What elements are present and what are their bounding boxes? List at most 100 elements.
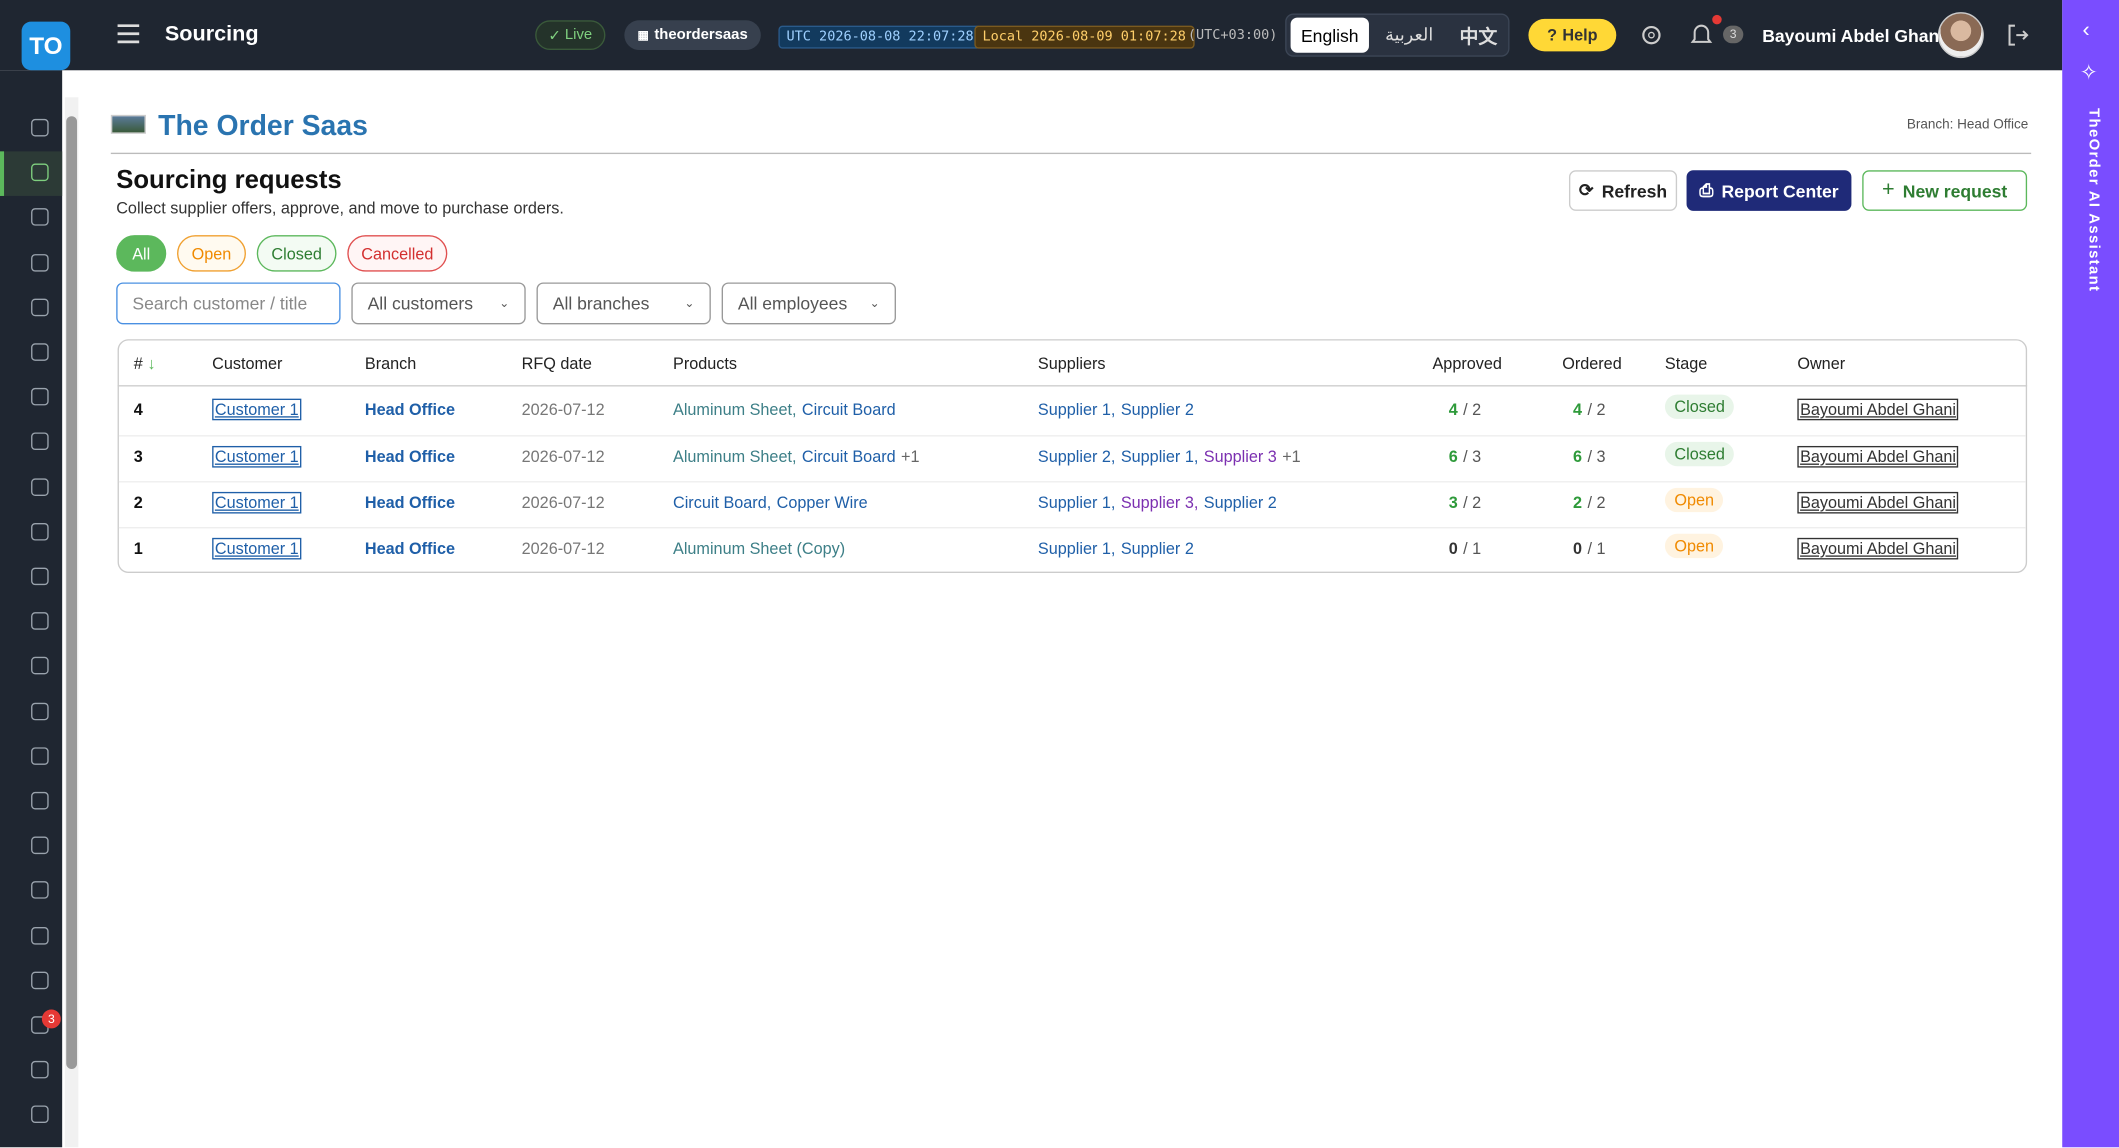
- sort-icon[interactable]: ↓: [142, 354, 156, 373]
- avatar[interactable]: [1937, 12, 1984, 59]
- nav-icon[interactable]: [31, 747, 49, 765]
- nav-icon[interactable]: [31, 522, 49, 541]
- nav-icon[interactable]: [31, 612, 49, 631]
- supplier[interactable]: Supplier 3: [1203, 447, 1277, 467]
- filter-chip[interactable]: All: [116, 235, 167, 272]
- nav-icon[interactable]: [31, 657, 49, 675]
- customer-link[interactable]: Customer 1: [212, 491, 302, 514]
- supplier[interactable]: Supplier 2: [1120, 539, 1194, 559]
- cell: Customer 1: [212, 491, 302, 514]
- logo[interactable]: TO: [21, 21, 71, 71]
- product[interactable]: Aluminum Sheet,: [672, 447, 797, 467]
- nav-icon[interactable]: [31, 432, 49, 451]
- supplier[interactable]: Supplier 1,: [1037, 539, 1116, 559]
- cell: 3: [134, 447, 143, 466]
- supplier[interactable]: Supplier 1,: [1037, 400, 1116, 419]
- customer-select[interactable]: All customers ⌄: [351, 282, 526, 325]
- bell-icon[interactable]: [1689, 22, 1713, 46]
- supplier[interactable]: Supplier 2: [1203, 493, 1277, 513]
- settings-icon[interactable]: [1639, 23, 1663, 47]
- language-option[interactable]: 中文: [1459, 25, 1498, 48]
- owner-link[interactable]: Bayoumi Abdel Ghani: [1797, 445, 1959, 468]
- branch-select[interactable]: All branches ⌄: [536, 282, 711, 325]
- cell: Closed: [1664, 394, 1735, 419]
- owner-link[interactable]: Bayoumi Abdel Ghani: [1797, 537, 1959, 560]
- menu-icon[interactable]: [116, 23, 140, 45]
- nav-icon[interactable]: [31, 881, 49, 900]
- cell: 2026-07-12: [522, 400, 605, 419]
- user-name[interactable]: Bayoumi Abdel Ghani: [1762, 25, 1945, 46]
- cell: Aluminum Sheet, Circuit Board: [673, 400, 896, 419]
- select-text: All customers: [367, 293, 474, 314]
- ordered-total: / 3: [1587, 447, 1606, 467]
- product[interactable]: Aluminum Sheet (Copy): [672, 539, 846, 559]
- help-button[interactable]: ? Help: [1528, 18, 1617, 52]
- nav-icon[interactable]: [31, 926, 49, 945]
- logout-icon[interactable]: [2005, 23, 2029, 47]
- supplier[interactable]: Supplier 2,: [1037, 447, 1116, 467]
- employee-select[interactable]: All employees ⌄: [721, 282, 896, 325]
- nav-icon[interactable]: [31, 971, 49, 989]
- new-request-button[interactable]: + New request: [1862, 170, 2028, 211]
- rfq-date: 2026-07-12: [521, 447, 605, 467]
- nav-icon[interactable]: [31, 298, 49, 316]
- language-option[interactable]: العربية: [1385, 24, 1434, 45]
- assistant-panel[interactable]: [2062, 0, 2119, 1148]
- language-option[interactable]: English: [1290, 17, 1369, 53]
- report-button[interactable]: ⎙ Report Center: [1686, 170, 1852, 211]
- ordered-count: 0: [1573, 539, 1583, 559]
- nav-icon[interactable]: [31, 208, 49, 227]
- search-placeholder: Search customer / title: [132, 293, 308, 314]
- customer-link[interactable]: Customer 1: [212, 445, 302, 468]
- supplier[interactable]: Supplier 3,: [1120, 493, 1199, 513]
- branch-link[interactable]: Head Office: [364, 493, 455, 513]
- nav-icon[interactable]: [31, 388, 49, 406]
- product[interactable]: Circuit Board: [801, 447, 896, 467]
- nav-icon[interactable]: [31, 253, 49, 272]
- select-text: All branches: [552, 293, 650, 314]
- supplier[interactable]: Supplier 1,: [1037, 493, 1116, 513]
- refresh-button[interactable]: ⟳ Refresh: [1568, 170, 1678, 211]
- nav-icon[interactable]: [31, 343, 49, 361]
- scrollbar-thumb[interactable]: [66, 116, 78, 1069]
- product[interactable]: Copper Wire: [776, 493, 868, 513]
- product[interactable]: Circuit Board: [801, 400, 896, 419]
- nav-icon[interactable]: [31, 836, 49, 855]
- supplier[interactable]: Supplier 1,: [1120, 447, 1199, 467]
- collapse-icon[interactable]: ‹: [2082, 18, 2090, 42]
- row-id: 2: [133, 493, 143, 513]
- tenant-badge[interactable]: ▦ theordersaas: [624, 20, 761, 51]
- select-text: All employees: [737, 293, 848, 314]
- filter-chip[interactable]: Open: [177, 235, 246, 272]
- nav-icon[interactable]: [31, 567, 49, 586]
- product[interactable]: Circuit Board,: [672, 493, 772, 513]
- owner-link[interactable]: Bayoumi Abdel Ghani: [1797, 491, 1959, 514]
- nav-icon[interactable]: [31, 702, 49, 720]
- supplier[interactable]: Supplier 2: [1120, 400, 1194, 419]
- column-header: RFQ date: [521, 354, 592, 373]
- nav-icon[interactable]: [31, 1105, 49, 1124]
- stage-badge: Open: [1664, 533, 1724, 559]
- owner-link[interactable]: Bayoumi Abdel Ghani: [1797, 398, 1959, 421]
- customer-link[interactable]: Customer 1: [212, 537, 302, 560]
- approved-total: / 3: [1463, 447, 1482, 467]
- search-input[interactable]: Search customer / title: [116, 282, 341, 325]
- filter-chip[interactable]: Closed: [256, 235, 337, 272]
- assistant-label[interactable]: TheOrder AI Assistant: [2085, 108, 2102, 293]
- nav-icon[interactable]: [31, 477, 49, 496]
- approved-count: 3: [1448, 493, 1458, 513]
- cell: Supplier 1, Supplier 2: [1038, 400, 1194, 419]
- branch-link[interactable]: Head Office: [364, 447, 455, 467]
- approved-count: 0: [1448, 539, 1458, 559]
- ordered-total: / 2: [1587, 493, 1606, 513]
- nav-icon[interactable]: [31, 118, 49, 137]
- nav-icon[interactable]: [31, 791, 49, 810]
- product[interactable]: Aluminum Sheet,: [672, 400, 797, 419]
- nav-icon[interactable]: [31, 163, 49, 182]
- filter-chip[interactable]: Cancelled: [347, 235, 448, 272]
- column-header: Products: [672, 354, 737, 373]
- nav-icon[interactable]: [31, 1061, 49, 1079]
- customer-link[interactable]: Customer 1: [212, 398, 302, 421]
- branch-link[interactable]: Head Office: [364, 539, 455, 559]
- branch-link[interactable]: Head Office: [364, 400, 455, 419]
